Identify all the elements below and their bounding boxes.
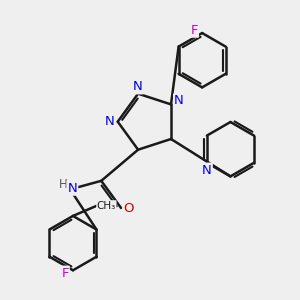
Text: N: N [105, 115, 115, 128]
Text: N: N [133, 80, 143, 93]
Text: F: F [61, 267, 69, 280]
Text: N: N [202, 164, 212, 177]
Text: H: H [59, 178, 68, 191]
Text: O: O [123, 202, 134, 214]
Text: N: N [68, 182, 77, 195]
Text: N: N [174, 94, 184, 107]
Text: CH₃: CH₃ [97, 201, 116, 211]
Text: F: F [190, 24, 198, 37]
